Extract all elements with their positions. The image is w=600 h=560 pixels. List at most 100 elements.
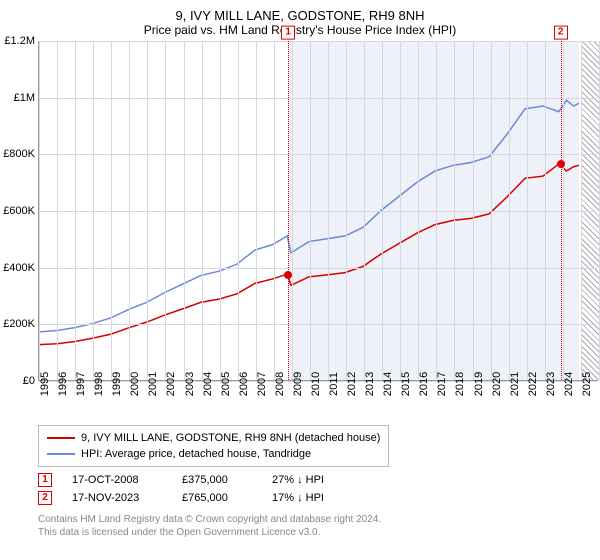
x-tick-label: 2002 — [165, 372, 177, 396]
x-gridline — [491, 41, 492, 380]
x-tick-label: 2014 — [382, 372, 394, 396]
marker-vline — [288, 41, 289, 380]
x-gridline — [274, 41, 275, 380]
event-row: 2 17-NOV-2023 £765,000 17% ↓ HPI — [38, 491, 592, 505]
x-tick-label: 2007 — [256, 372, 268, 396]
x-gridline — [346, 41, 347, 380]
y-gridline — [39, 98, 597, 99]
x-gridline — [93, 41, 94, 380]
x-tick-label: 2025 — [581, 372, 593, 396]
chart-container: 9, IVY MILL LANE, GODSTONE, RH9 8NH Pric… — [0, 0, 600, 560]
y-gridline — [39, 211, 597, 212]
event-price: £375,000 — [182, 474, 252, 486]
marker-label: 2 — [554, 26, 568, 40]
event-pct: 17% ↓ HPI — [272, 492, 324, 504]
x-gridline — [418, 41, 419, 380]
x-gridline — [256, 41, 257, 380]
plot-area: £0£200K£400K£600K£800K£1M£1.2M1995199619… — [38, 41, 598, 381]
x-gridline — [436, 41, 437, 380]
event-marker-icon: 2 — [38, 491, 52, 505]
y-tick-label: £1M — [14, 92, 35, 104]
legend-item: 9, IVY MILL LANE, GODSTONE, RH9 8NH (det… — [47, 430, 380, 446]
x-gridline — [111, 41, 112, 380]
legend-swatch — [47, 437, 75, 439]
y-gridline — [39, 268, 597, 269]
event-row: 1 17-OCT-2008 £375,000 27% ↓ HPI — [38, 473, 592, 487]
x-tick-label: 2022 — [527, 372, 539, 396]
x-gridline — [238, 41, 239, 380]
x-tick-label: 2024 — [563, 372, 575, 396]
marker-dot — [557, 160, 565, 168]
x-gridline — [292, 41, 293, 380]
y-gridline — [39, 41, 597, 42]
y-gridline — [39, 324, 597, 325]
x-gridline — [581, 41, 582, 380]
x-tick-label: 2005 — [220, 372, 232, 396]
x-tick-label: 2003 — [184, 372, 196, 396]
events-table: 1 17-OCT-2008 £375,000 27% ↓ HPI 2 17-NOV-202… — [38, 473, 592, 505]
x-tick-label: 1998 — [93, 372, 105, 396]
x-tick-label: 2004 — [202, 372, 214, 396]
x-tick-label: 2021 — [509, 372, 521, 396]
legend-swatch — [47, 453, 75, 455]
x-tick-label: 2023 — [545, 372, 557, 396]
x-gridline — [129, 41, 130, 380]
y-tick-label: £400K — [3, 262, 35, 274]
x-gridline — [75, 41, 76, 380]
x-tick-label: 2019 — [473, 372, 485, 396]
x-gridline — [165, 41, 166, 380]
x-gridline — [147, 41, 148, 380]
legend-label: HPI: Average price, detached house, Tand… — [81, 446, 311, 462]
x-tick-label: 2006 — [238, 372, 250, 396]
x-gridline — [364, 41, 365, 380]
footnote: Contains HM Land Registry data © Crown c… — [38, 513, 592, 539]
x-tick-label: 2013 — [364, 372, 376, 396]
y-tick-label: £200K — [3, 318, 35, 330]
x-gridline — [310, 41, 311, 380]
x-tick-label: 2008 — [274, 372, 286, 396]
x-tick-label: 2000 — [129, 372, 141, 396]
x-gridline — [382, 41, 383, 380]
legend-item: HPI: Average price, detached house, Tand… — [47, 446, 380, 462]
x-tick-label: 1996 — [57, 372, 69, 396]
x-gridline — [202, 41, 203, 380]
x-tick-label: 2009 — [292, 372, 304, 396]
x-gridline — [545, 41, 546, 380]
marker-label: 1 — [281, 26, 295, 40]
footnote-line: Contains HM Land Registry data © Crown c… — [38, 513, 592, 526]
x-gridline — [400, 41, 401, 380]
x-gridline — [57, 41, 58, 380]
x-tick-label: 2012 — [346, 372, 358, 396]
x-gridline — [220, 41, 221, 380]
x-tick-label: 2010 — [310, 372, 322, 396]
x-gridline — [39, 41, 40, 380]
x-tick-label: 2018 — [454, 372, 466, 396]
x-gridline — [563, 41, 564, 380]
marker-dot — [284, 271, 292, 279]
chart-title: 9, IVY MILL LANE, GODSTONE, RH9 8NH — [8, 8, 592, 23]
event-marker-icon: 1 — [38, 473, 52, 487]
x-gridline — [328, 41, 329, 380]
x-gridline — [509, 41, 510, 380]
x-tick-label: 2016 — [418, 372, 430, 396]
x-tick-label: 2011 — [328, 372, 340, 396]
x-tick-label: 1997 — [75, 372, 87, 396]
event-price: £765,000 — [182, 492, 252, 504]
event-pct: 27% ↓ HPI — [272, 474, 324, 486]
x-tick-label: 2020 — [491, 372, 503, 396]
event-date: 17-NOV-2023 — [72, 492, 162, 504]
marker-vline — [561, 41, 562, 380]
event-date: 17-OCT-2008 — [72, 474, 162, 486]
legend-label: 9, IVY MILL LANE, GODSTONE, RH9 8NH (det… — [81, 430, 380, 446]
x-gridline — [527, 41, 528, 380]
x-tick-label: 2017 — [436, 372, 448, 396]
y-tick-label: £800K — [3, 148, 35, 160]
y-gridline — [39, 154, 597, 155]
y-tick-label: £600K — [3, 205, 35, 217]
x-gridline — [184, 41, 185, 380]
x-gridline — [473, 41, 474, 380]
legend: 9, IVY MILL LANE, GODSTONE, RH9 8NH (det… — [38, 425, 389, 467]
y-tick-label: £1.2M — [4, 35, 35, 47]
y-tick-label: £0 — [23, 375, 35, 387]
x-tick-label: 1999 — [111, 372, 123, 396]
